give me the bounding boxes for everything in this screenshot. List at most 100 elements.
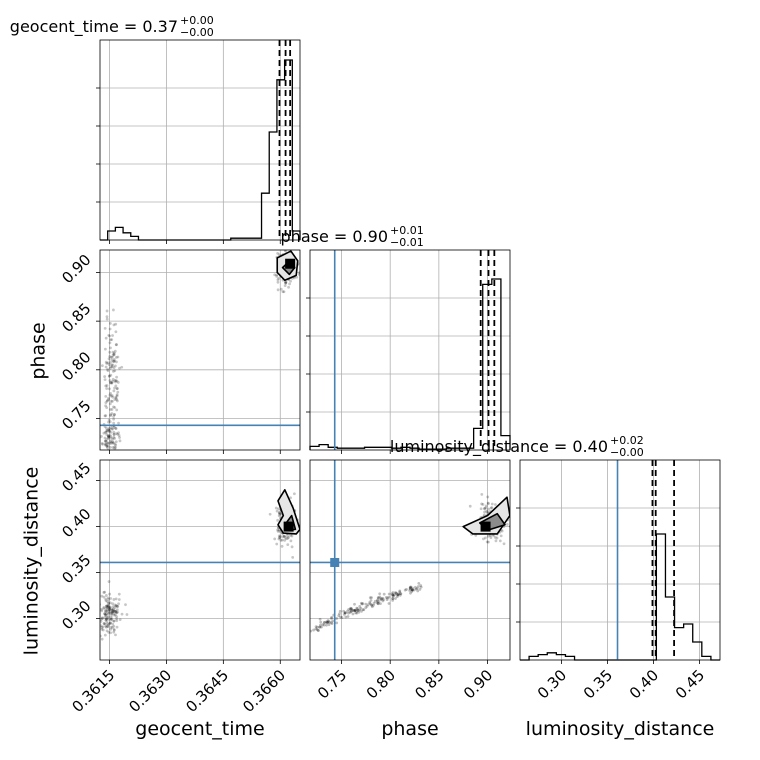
- ylabel-phase: phase: [28, 322, 50, 379]
- sample-point: [112, 351, 116, 355]
- sample-point: [106, 441, 109, 445]
- sample-point: [408, 586, 412, 590]
- sample-point: [100, 435, 103, 438]
- sample-point: [107, 420, 110, 424]
- sample-point: [105, 426, 108, 430]
- sample-point: [110, 358, 114, 362]
- sample-point: [100, 609, 104, 613]
- sample-point: [489, 506, 493, 510]
- sample-point: [108, 433, 112, 437]
- sample-point: [290, 545, 294, 549]
- sample-point: [113, 603, 117, 607]
- sample-point: [103, 347, 107, 351]
- sample-point: [105, 604, 108, 608]
- sample-point: [103, 375, 107, 378]
- sample-point: [113, 349, 117, 353]
- sample-point: [320, 625, 323, 629]
- sample-point: [291, 555, 295, 559]
- sample-point: [398, 589, 402, 593]
- sample-point: [321, 623, 325, 626]
- sample-point: [115, 394, 119, 398]
- sample-point: [108, 341, 112, 345]
- histogram-step: [520, 533, 720, 661]
- sample-point: [391, 598, 395, 602]
- sample-point: [488, 534, 492, 538]
- sample-point: [119, 453, 122, 456]
- sample-point: [277, 511, 281, 515]
- sample-point: [113, 447, 117, 450]
- sample-point: [335, 621, 339, 625]
- sample-point: [107, 630, 111, 634]
- sample-point: [391, 597, 395, 600]
- tick-labels: 0.750.800.850.900.300.350.400.450.3615 0.…: [58, 251, 708, 716]
- sample-point: [322, 623, 326, 627]
- sample-point: [117, 431, 120, 435]
- sample-point: [112, 441, 115, 445]
- sample-point: [343, 611, 347, 615]
- sample-point: [366, 603, 370, 607]
- panel-phase-histogram: phase = 0.90 +0.01−0.01: [281, 224, 511, 454]
- sample-point: [382, 598, 385, 601]
- sample-point: [111, 437, 115, 441]
- sample-point: [110, 610, 113, 614]
- sample-point: [286, 534, 289, 538]
- sample-point: [288, 282, 291, 286]
- title-lower-error: −0.01: [390, 236, 424, 249]
- sample-point: [108, 367, 112, 370]
- sample-point: [392, 594, 395, 597]
- sample-point: [115, 379, 119, 383]
- sample-point: [317, 625, 321, 629]
- sample-point: [105, 617, 108, 621]
- sample-point: [499, 534, 503, 538]
- sample-point: [382, 592, 386, 596]
- sample-point: [106, 369, 110, 372]
- sample-point: [412, 588, 416, 592]
- sample-point: [279, 538, 283, 542]
- sample-point: [312, 628, 315, 632]
- sample-point: [500, 529, 504, 533]
- sample-point: [103, 414, 107, 418]
- sample-point: [104, 360, 108, 364]
- sample-point: [100, 594, 104, 598]
- sample-point: [108, 608, 112, 611]
- sample-point: [100, 626, 104, 629]
- sample-point: [395, 595, 399, 599]
- sample-point: [105, 446, 109, 449]
- sample-point: [315, 625, 319, 629]
- sample-point: [416, 585, 420, 588]
- sample-point: [410, 590, 414, 593]
- sample-point: [114, 322, 118, 326]
- sample-point: [391, 591, 395, 594]
- sample-point: [107, 435, 111, 439]
- sample-point: [314, 625, 318, 629]
- sample-point: [287, 285, 290, 289]
- sample-point: [114, 396, 118, 400]
- sample-point: [112, 628, 116, 632]
- xlabel-luminosity-distance: luminosity_distance: [526, 718, 715, 740]
- sample-point: [391, 594, 395, 598]
- sample-point: [109, 436, 113, 440]
- sample-point: [111, 608, 115, 612]
- sample-point: [110, 408, 114, 411]
- sample-point: [109, 346, 112, 350]
- sample-point: [112, 421, 116, 425]
- sample-point: [362, 608, 366, 612]
- sample-point: [414, 587, 418, 591]
- sample-point: [108, 429, 112, 432]
- sample-point: [113, 398, 117, 401]
- sample-point: [113, 609, 117, 613]
- sample-point: [498, 539, 502, 543]
- sample-point: [372, 601, 376, 605]
- x-tick-label-luminosity_distance: 0.45: [672, 666, 708, 702]
- contour-peak: [283, 521, 294, 532]
- histogram-title: luminosity_distance = 0.40: [390, 437, 608, 457]
- sample-point: [113, 436, 117, 440]
- sample-point: [380, 597, 383, 601]
- sample-point: [105, 609, 109, 613]
- sample-point: [276, 251, 280, 255]
- sample-point: [319, 623, 322, 627]
- sample-point: [110, 399, 114, 403]
- sample-point: [112, 430, 116, 434]
- sample-point: [108, 622, 112, 626]
- sample-point: [116, 605, 120, 608]
